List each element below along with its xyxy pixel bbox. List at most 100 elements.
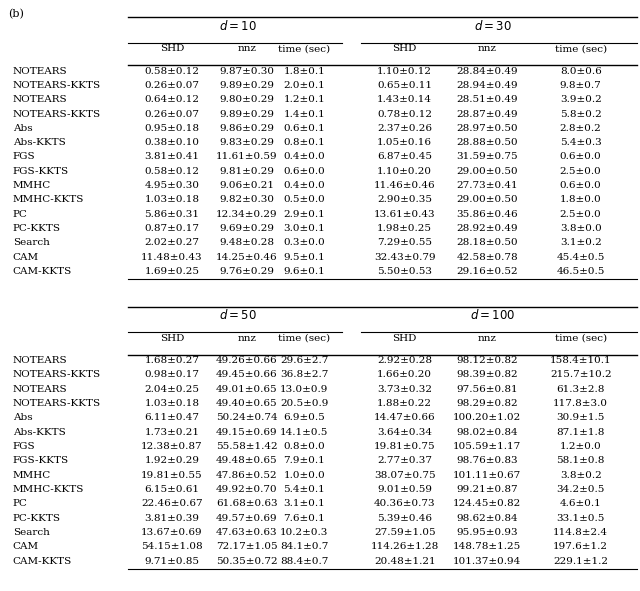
Text: 0.8±0.0: 0.8±0.0 — [284, 442, 325, 451]
Text: 12.38±0.87: 12.38±0.87 — [141, 442, 203, 451]
Text: 31.59±0.75: 31.59±0.75 — [456, 152, 518, 161]
Text: 2.5±0.0: 2.5±0.0 — [560, 167, 602, 176]
Text: 54.15±1.08: 54.15±1.08 — [141, 543, 203, 551]
Text: 2.92±0.28: 2.92±0.28 — [377, 356, 432, 365]
Text: 197.6±1.2: 197.6±1.2 — [553, 543, 608, 551]
Text: 3.73±0.32: 3.73±0.32 — [377, 385, 432, 394]
Text: SHD: SHD — [160, 334, 184, 343]
Text: PC-KKTS: PC-KKTS — [13, 224, 61, 233]
Text: NOTEARS: NOTEARS — [13, 67, 67, 76]
Text: 1.73±0.21: 1.73±0.21 — [145, 428, 200, 437]
Text: 5.8±0.2: 5.8±0.2 — [560, 109, 602, 119]
Text: 1.69±0.25: 1.69±0.25 — [145, 267, 200, 276]
Text: 1.8±0.0: 1.8±0.0 — [560, 196, 602, 204]
Text: 3.8±0.2: 3.8±0.2 — [560, 470, 602, 480]
Text: 5.4±0.3: 5.4±0.3 — [560, 138, 602, 147]
Text: 11.46±0.46: 11.46±0.46 — [374, 181, 435, 190]
Text: 9.81±0.29: 9.81±0.29 — [220, 167, 275, 176]
Text: $d = 10$: $d = 10$ — [219, 19, 257, 33]
Text: 0.64±0.12: 0.64±0.12 — [145, 95, 200, 104]
Text: 9.87±0.30: 9.87±0.30 — [220, 67, 275, 76]
Text: 11.61±0.59: 11.61±0.59 — [216, 152, 278, 161]
Text: 0.26±0.07: 0.26±0.07 — [145, 109, 200, 119]
Text: 50.35±0.72: 50.35±0.72 — [216, 557, 278, 566]
Text: nnz: nnz — [477, 44, 497, 53]
Text: MMHC-KKTS: MMHC-KKTS — [13, 196, 84, 204]
Text: 0.26±0.07: 0.26±0.07 — [145, 81, 200, 90]
Text: 9.86±0.29: 9.86±0.29 — [220, 124, 275, 133]
Text: 58.1±0.8: 58.1±0.8 — [556, 456, 605, 465]
Text: 99.21±0.87: 99.21±0.87 — [456, 485, 518, 494]
Text: 13.61±0.43: 13.61±0.43 — [374, 210, 435, 219]
Text: 117.8±3.0: 117.8±3.0 — [553, 399, 608, 408]
Text: 1.68±0.27: 1.68±0.27 — [145, 356, 200, 365]
Text: 2.04±0.25: 2.04±0.25 — [145, 385, 200, 394]
Text: 47.86±0.52: 47.86±0.52 — [216, 470, 278, 480]
Text: 1.98±0.25: 1.98±0.25 — [377, 224, 432, 233]
Text: 49.48±0.65: 49.48±0.65 — [216, 456, 278, 465]
Text: 9.89±0.29: 9.89±0.29 — [220, 81, 275, 90]
Text: 0.6±0.0: 0.6±0.0 — [284, 167, 325, 176]
Text: 0.6±0.1: 0.6±0.1 — [284, 124, 325, 133]
Text: 10.2±0.3: 10.2±0.3 — [280, 528, 328, 537]
Text: 9.76±0.29: 9.76±0.29 — [220, 267, 275, 276]
Text: 4.95±0.30: 4.95±0.30 — [145, 181, 200, 190]
Text: PC-KKTS: PC-KKTS — [13, 514, 61, 522]
Text: 98.12±0.82: 98.12±0.82 — [456, 356, 518, 365]
Text: 0.6±0.0: 0.6±0.0 — [560, 152, 602, 161]
Text: Abs-KKTS: Abs-KKTS — [13, 428, 65, 437]
Text: 98.39±0.82: 98.39±0.82 — [456, 371, 518, 379]
Text: 49.57±0.69: 49.57±0.69 — [216, 514, 278, 522]
Text: NOTEARS-KKTS: NOTEARS-KKTS — [13, 371, 101, 379]
Text: 6.15±0.61: 6.15±0.61 — [145, 485, 200, 494]
Text: 50.24±0.74: 50.24±0.74 — [216, 414, 278, 423]
Text: 1.43±0.14: 1.43±0.14 — [377, 95, 432, 104]
Text: 5.50±0.53: 5.50±0.53 — [377, 267, 432, 276]
Text: 20.5±0.9: 20.5±0.9 — [280, 399, 328, 408]
Text: nnz: nnz — [237, 44, 256, 53]
Text: 101.37±0.94: 101.37±0.94 — [453, 557, 521, 566]
Text: 2.0±0.1: 2.0±0.1 — [284, 81, 325, 90]
Text: $d = 100$: $d = 100$ — [470, 309, 515, 323]
Text: 0.65±0.11: 0.65±0.11 — [377, 81, 432, 90]
Text: 42.58±0.78: 42.58±0.78 — [456, 253, 518, 262]
Text: time (sec): time (sec) — [555, 334, 607, 343]
Text: 49.15±0.69: 49.15±0.69 — [216, 428, 278, 437]
Text: 0.3±0.0: 0.3±0.0 — [284, 238, 325, 248]
Text: FGS: FGS — [13, 442, 35, 451]
Text: 7.6±0.1: 7.6±0.1 — [284, 514, 325, 522]
Text: 9.8±0.7: 9.8±0.7 — [560, 81, 602, 90]
Text: SHD: SHD — [392, 44, 417, 53]
Text: 38.07±0.75: 38.07±0.75 — [374, 470, 435, 480]
Text: time (sec): time (sec) — [278, 44, 330, 53]
Text: 6.87±0.45: 6.87±0.45 — [377, 152, 432, 161]
Text: 1.10±0.12: 1.10±0.12 — [377, 67, 432, 76]
Text: CAM: CAM — [13, 253, 39, 262]
Text: 55.58±1.42: 55.58±1.42 — [216, 442, 278, 451]
Text: 28.97±0.50: 28.97±0.50 — [456, 124, 518, 133]
Text: 148.78±1.25: 148.78±1.25 — [453, 543, 521, 551]
Text: 1.4±0.1: 1.4±0.1 — [284, 109, 325, 119]
Text: 14.25±0.46: 14.25±0.46 — [216, 253, 278, 262]
Text: 29.00±0.50: 29.00±0.50 — [456, 167, 518, 176]
Text: 47.63±0.63: 47.63±0.63 — [216, 528, 278, 537]
Text: 11.48±0.43: 11.48±0.43 — [141, 253, 203, 262]
Text: 2.5±0.0: 2.5±0.0 — [560, 210, 602, 219]
Text: 33.1±0.5: 33.1±0.5 — [556, 514, 605, 522]
Text: PC: PC — [13, 210, 28, 219]
Text: CAM-KKTS: CAM-KKTS — [13, 557, 72, 566]
Text: 19.81±0.55: 19.81±0.55 — [141, 470, 203, 480]
Text: nnz: nnz — [237, 334, 256, 343]
Text: 46.5±0.5: 46.5±0.5 — [556, 267, 605, 276]
Text: 9.01±0.59: 9.01±0.59 — [377, 485, 432, 494]
Text: nnz: nnz — [477, 334, 497, 343]
Text: 28.51±0.49: 28.51±0.49 — [456, 95, 518, 104]
Text: 30.9±1.5: 30.9±1.5 — [556, 414, 605, 423]
Text: 101.11±0.67: 101.11±0.67 — [453, 470, 521, 480]
Text: 84.1±0.7: 84.1±0.7 — [280, 543, 328, 551]
Text: 49.26±0.66: 49.26±0.66 — [216, 356, 278, 365]
Text: $d = 30$: $d = 30$ — [474, 19, 511, 33]
Text: 0.4±0.0: 0.4±0.0 — [284, 181, 325, 190]
Text: 0.58±0.12: 0.58±0.12 — [145, 67, 200, 76]
Text: 98.29±0.82: 98.29±0.82 — [456, 399, 518, 408]
